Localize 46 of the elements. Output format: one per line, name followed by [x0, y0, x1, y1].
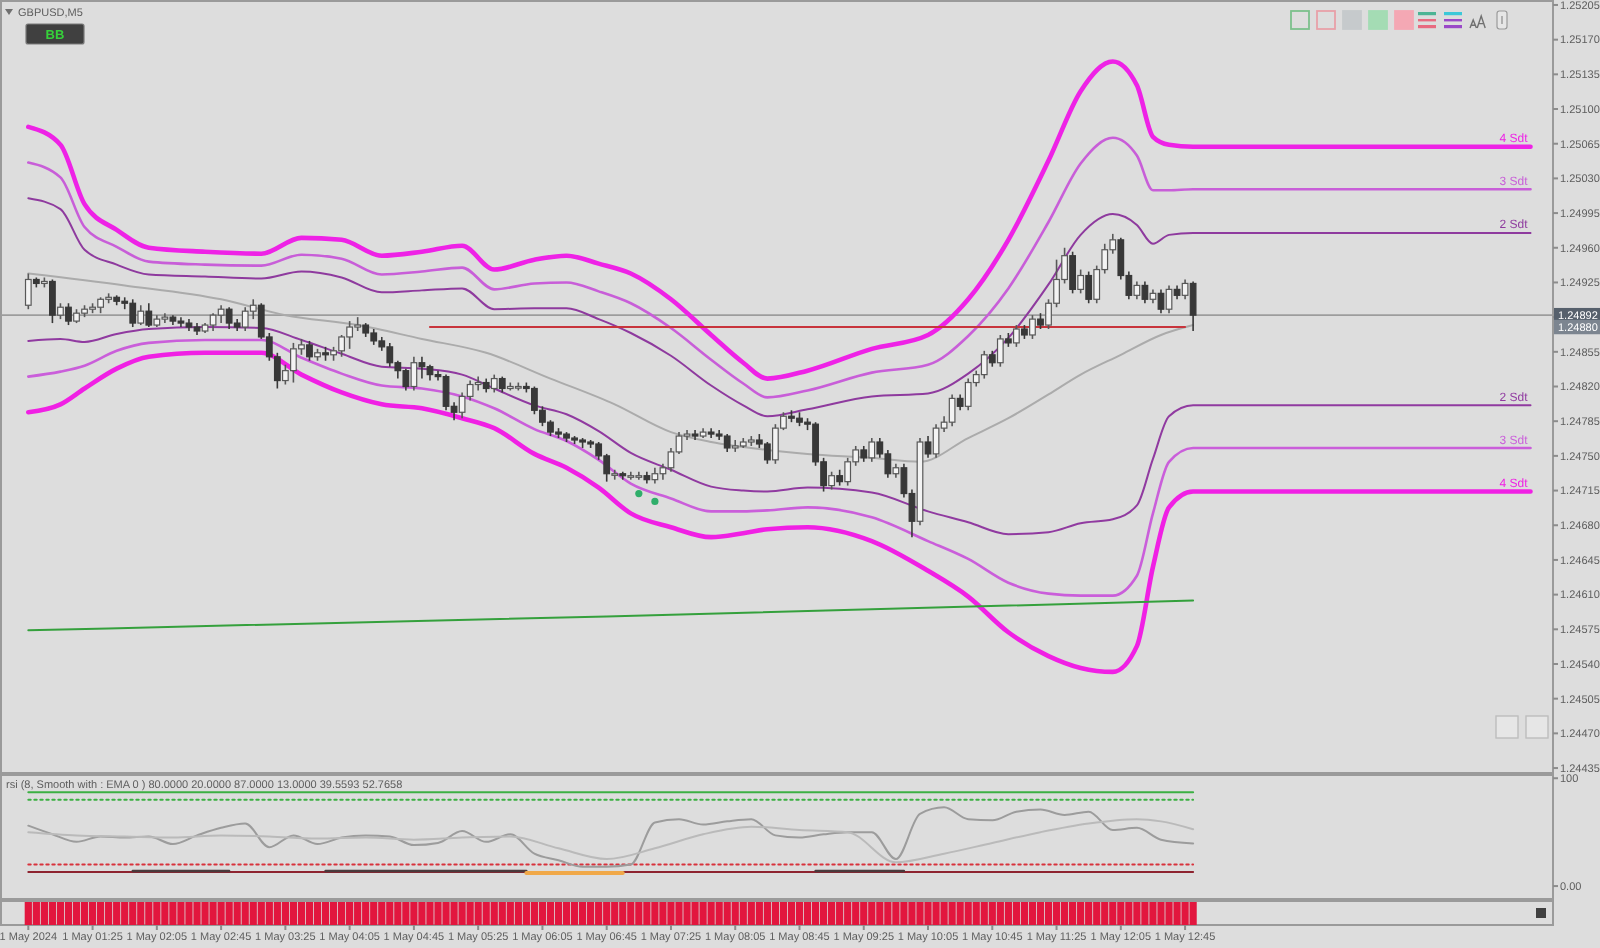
candlestick	[763, 441, 771, 465]
line-series	[27, 806, 1195, 868]
candlestick	[290, 342, 297, 384]
candlestick	[129, 298, 137, 328]
candlestick	[137, 304, 145, 326]
line-series	[27, 818, 1195, 864]
line-series	[26, 59, 1533, 381]
candlestick	[980, 350, 988, 380]
candlestick	[932, 423, 940, 459]
candlestick	[402, 367, 410, 392]
candlestick	[1189, 280, 1197, 332]
line-series	[27, 197, 1532, 418]
candlestick	[868, 437, 876, 463]
candlestick	[1181, 278, 1189, 301]
candlestick	[1069, 250, 1077, 295]
candlestick	[1077, 268, 1085, 295]
candlestick	[241, 306, 249, 332]
candlestick	[145, 302, 153, 328]
candlestick	[474, 375, 482, 392]
candlestick	[386, 342, 394, 368]
candlestick	[1029, 314, 1036, 340]
candlestick	[1141, 280, 1149, 305]
candlestick	[1085, 270, 1093, 305]
candlestick	[996, 334, 1004, 368]
candlestick	[410, 355, 418, 392]
candlestick	[49, 278, 56, 324]
line-series	[27, 326, 1532, 536]
candlestick	[948, 393, 956, 427]
candlestick	[346, 320, 354, 350]
candlestick	[249, 298, 257, 320]
line-series	[26, 350, 1533, 675]
candlestick	[24, 272, 32, 311]
candlestick	[338, 334, 345, 358]
candlestick	[964, 377, 972, 412]
line-series	[27, 272, 1195, 463]
candlestick	[418, 355, 426, 380]
candlestick	[531, 385, 538, 416]
candlestick	[306, 340, 313, 362]
candlestick	[1012, 324, 1020, 348]
candlestick	[771, 423, 779, 465]
candlestick	[844, 457, 852, 487]
candlestick	[924, 435, 932, 459]
line-series	[27, 136, 1532, 399]
candlestick	[225, 306, 233, 330]
line-series	[27, 338, 1532, 597]
candlestick	[65, 302, 72, 326]
